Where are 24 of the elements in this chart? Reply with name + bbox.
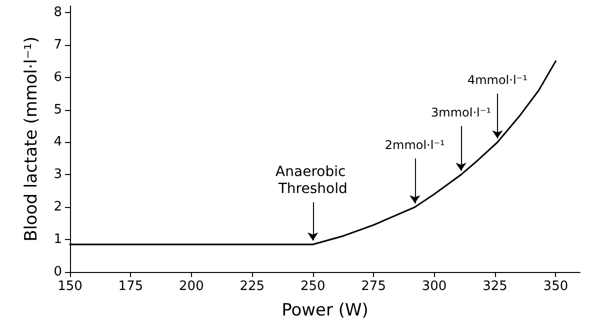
- x-tick-label: 225: [240, 279, 265, 294]
- annotation: Anaerobic Threshold: [276, 164, 350, 197]
- x-tick-label: 325: [482, 279, 508, 294]
- x-tick-label: 175: [118, 279, 144, 294]
- annotation: 2mmol·l⁻¹: [384, 138, 446, 152]
- y-tick-label: 3: [54, 167, 62, 182]
- x-axis-title: Power (W): [282, 300, 368, 320]
- y-tick-label: 2: [54, 200, 62, 215]
- y-tick-label: 5: [54, 102, 62, 118]
- annotation: 4mmol·l⁻¹: [467, 73, 528, 88]
- x-tick-label: 250: [300, 279, 326, 294]
- y-axis-title: Blood lactate (mmol·l⁻¹): [22, 36, 42, 242]
- y-tick-label: 0: [54, 264, 62, 280]
- x-tick-label: 300: [422, 279, 447, 294]
- y-tick-label: 4: [54, 134, 62, 150]
- x-tick-label: 350: [543, 279, 568, 294]
- x-tick-label: 275: [361, 279, 386, 294]
- x-tick-label: 150: [58, 279, 82, 294]
- y-tick-label: 8: [54, 4, 62, 20]
- y-tick-label: 7: [54, 37, 62, 52]
- annotation: 3mmol·l⁻¹: [431, 106, 492, 120]
- y-tick-label: 1: [54, 232, 62, 248]
- x-tick-label: 200: [179, 279, 204, 294]
- y-tick-label: 6: [54, 70, 62, 85]
